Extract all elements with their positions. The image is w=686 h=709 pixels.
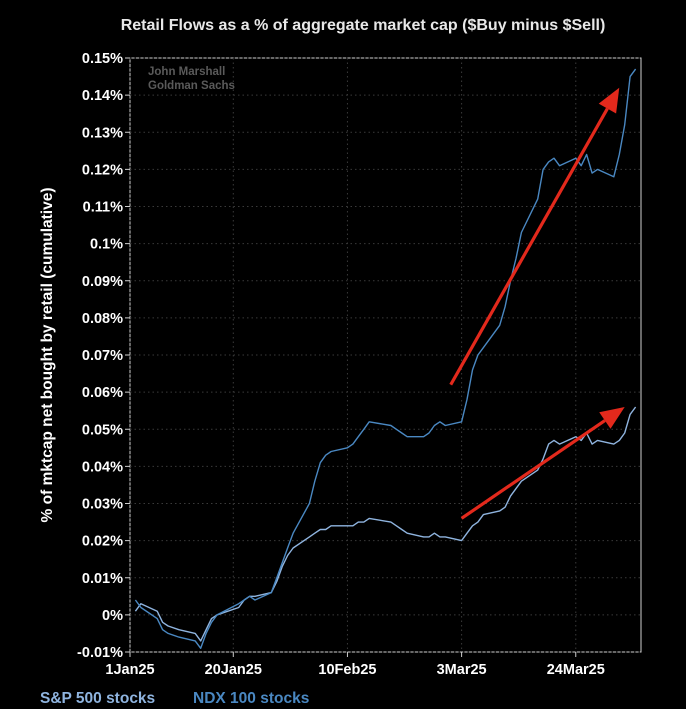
watermark-author: John Marshall <box>148 66 225 78</box>
y-tick-label: -0.01% <box>77 645 123 661</box>
y-tick-label: 0.15% <box>82 51 123 67</box>
y-tick-label: 0.09% <box>82 274 123 290</box>
sp500-line <box>134 406 637 642</box>
legend-ndx100: NDX 100 stocks <box>193 690 309 707</box>
x-axis: 1Jan25 20Jan25 10Feb25 3Mar25 24Mar25 <box>105 652 605 678</box>
y-tick-label: 0.13% <box>82 125 123 141</box>
y-tick-label: 0.01% <box>82 571 123 587</box>
watermark-firm: Goldman Sachs <box>148 80 235 92</box>
x-tick-label: 24Mar25 <box>547 662 605 678</box>
trend-arrow-1 <box>449 87 620 386</box>
trend-arrow-2 <box>460 406 625 520</box>
y-tick-label: 0.12% <box>82 162 123 178</box>
y-axis-label: % of mktcap net bought by retail (cumula… <box>39 187 56 522</box>
y-tick-label: 0.08% <box>82 311 123 327</box>
y-tick-label: 0.1% <box>90 237 123 253</box>
series-lines <box>134 68 637 649</box>
y-tick-label: 0.06% <box>82 385 123 401</box>
x-tick-label: 3Mar25 <box>437 662 487 678</box>
grid-lines <box>129 57 641 653</box>
y-tick-label: 0.14% <box>82 88 123 104</box>
y-tick-label: 0.04% <box>82 459 123 475</box>
x-tick-label: 1Jan25 <box>105 662 154 678</box>
y-tick-label: 0% <box>102 608 123 624</box>
plot-area <box>129 57 642 653</box>
y-tick-label: 0.07% <box>82 348 123 364</box>
ndx100-line <box>134 68 637 649</box>
chart-title: Retail Flows as a % of aggregate market … <box>121 17 606 34</box>
y-tick-label: 0.05% <box>82 422 123 438</box>
y-tick-label: 0.11% <box>83 200 123 216</box>
y-tick-label: 0.03% <box>82 497 123 513</box>
legend-sp500: S&P 500 stocks <box>40 690 155 707</box>
x-tick-label: 10Feb25 <box>318 662 376 678</box>
x-tick-label: 20Jan25 <box>205 662 262 678</box>
y-axis: 0.15% 0.14% 0.13% 0.12% 0.11% 0.1% 0.09% 0.08% 0… <box>77 51 130 661</box>
annotation-arrows <box>449 87 625 520</box>
y-tick-label: 0.02% <box>82 534 123 550</box>
